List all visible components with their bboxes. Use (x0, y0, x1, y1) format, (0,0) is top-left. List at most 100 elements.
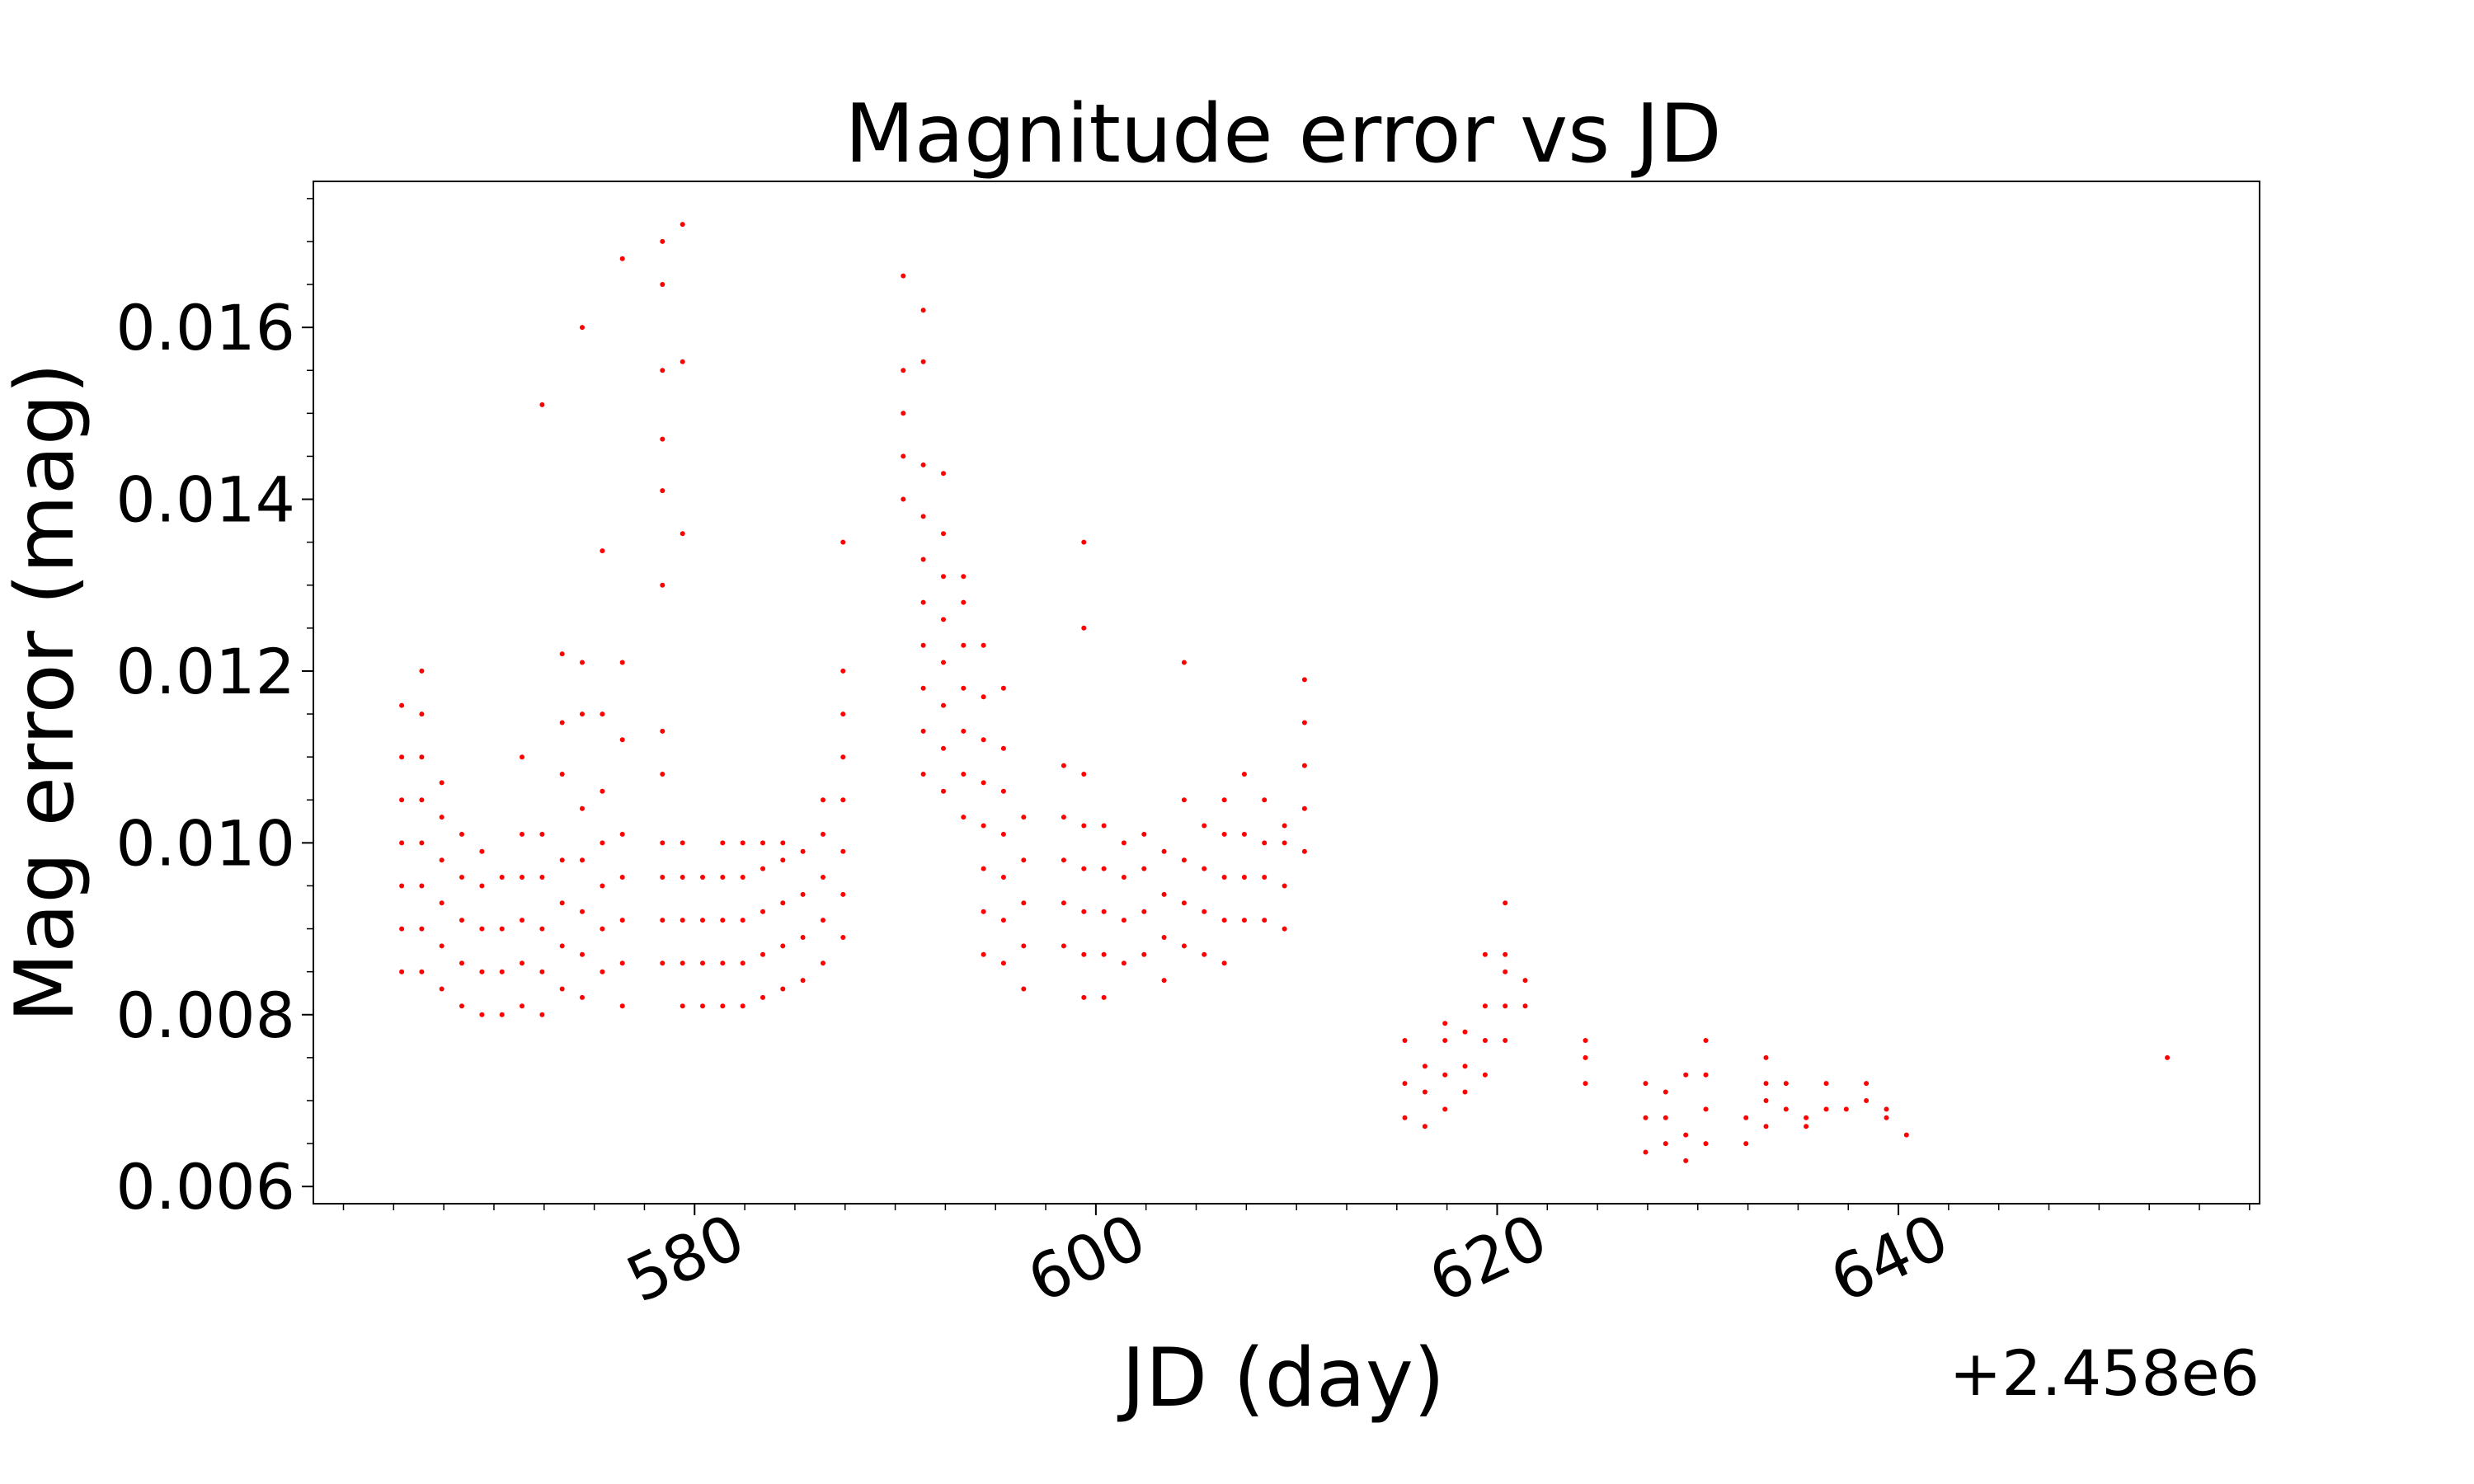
data-point (1081, 909, 1087, 914)
data-point (399, 702, 405, 708)
data-point (961, 599, 967, 605)
data-point (660, 728, 666, 734)
data-point (1101, 909, 1107, 914)
data-point (1241, 875, 1247, 880)
data-point (800, 891, 806, 897)
data-point (1221, 797, 1227, 803)
data-point (2165, 1054, 2171, 1060)
data-point (459, 918, 464, 923)
data-point (660, 368, 666, 373)
data-point (1301, 677, 1307, 683)
data-point (1021, 900, 1027, 906)
data-point (1703, 1072, 1709, 1078)
data-point (1081, 823, 1087, 829)
data-point (700, 918, 705, 923)
data-point (840, 539, 846, 545)
data-point (821, 875, 825, 880)
data-point (1241, 772, 1247, 777)
data-point (1643, 1081, 1649, 1087)
data-point (1442, 1106, 1448, 1112)
data-point (439, 900, 444, 906)
data-point (600, 548, 605, 554)
data-point (800, 978, 806, 984)
data-point (419, 711, 425, 717)
data-point (660, 582, 666, 588)
data-point (520, 960, 524, 966)
data-point (559, 900, 565, 906)
data-point (419, 668, 425, 674)
data-point (981, 866, 986, 871)
data-point (1703, 1038, 1709, 1043)
data-point (780, 840, 786, 846)
data-point (439, 815, 444, 820)
data-point (800, 935, 806, 940)
data-point (1262, 918, 1268, 923)
data-point (821, 797, 825, 803)
data-point (1482, 1038, 1488, 1043)
data-point (780, 986, 786, 992)
data-point (459, 960, 464, 966)
data-point (1081, 539, 1087, 545)
data-point (1021, 943, 1027, 949)
data-point (1743, 1115, 1749, 1120)
data-point (680, 222, 685, 228)
data-point (941, 531, 946, 537)
data-point (760, 951, 765, 957)
data-point (580, 857, 585, 863)
data-point (399, 883, 405, 889)
data-point (1181, 900, 1187, 906)
data-point (1301, 805, 1307, 811)
data-point (740, 840, 745, 846)
data-point (1683, 1158, 1689, 1163)
data-point (479, 1012, 485, 1017)
x-tick-label: 580 (616, 1200, 755, 1317)
data-point (1000, 918, 1006, 923)
data-point (1804, 1115, 1809, 1120)
data-point (1181, 943, 1187, 949)
data-point (1643, 1115, 1649, 1120)
data-point (459, 1003, 464, 1009)
data-point (1683, 1132, 1689, 1138)
data-point (1442, 1038, 1448, 1043)
data-point (619, 256, 625, 261)
data-point (520, 875, 524, 880)
data-point (840, 754, 846, 760)
data-point (941, 745, 946, 751)
data-point (720, 960, 726, 966)
data-point (1121, 875, 1126, 880)
data-point (821, 831, 825, 837)
data-point (961, 815, 967, 820)
data-point (1482, 951, 1488, 957)
data-point (580, 805, 585, 811)
data-point (1703, 1141, 1709, 1147)
data-point (1763, 1054, 1769, 1060)
data-point (901, 368, 906, 373)
scatter-points (399, 222, 2171, 1163)
data-point (1804, 1124, 1809, 1129)
data-point (981, 737, 986, 743)
data-point (840, 797, 846, 803)
data-point (1141, 909, 1147, 914)
data-point (419, 926, 425, 932)
data-point (1262, 840, 1268, 846)
data-point (1081, 951, 1087, 957)
data-point (1161, 891, 1167, 897)
data-point (1301, 720, 1307, 726)
data-point (1021, 815, 1027, 820)
data-point (840, 848, 846, 854)
data-point (920, 642, 926, 648)
data-point (740, 918, 745, 923)
data-point (499, 926, 505, 932)
y-tick-label: 0.014 (115, 463, 295, 537)
data-point (1161, 978, 1167, 984)
data-point (660, 488, 666, 494)
data-point (660, 875, 666, 880)
data-point (1000, 875, 1006, 880)
data-point (1301, 763, 1307, 768)
data-point (941, 702, 946, 708)
data-point (961, 642, 967, 648)
data-point (1202, 951, 1207, 957)
data-point (499, 1012, 505, 1017)
data-point (981, 694, 986, 700)
data-point (600, 840, 605, 846)
